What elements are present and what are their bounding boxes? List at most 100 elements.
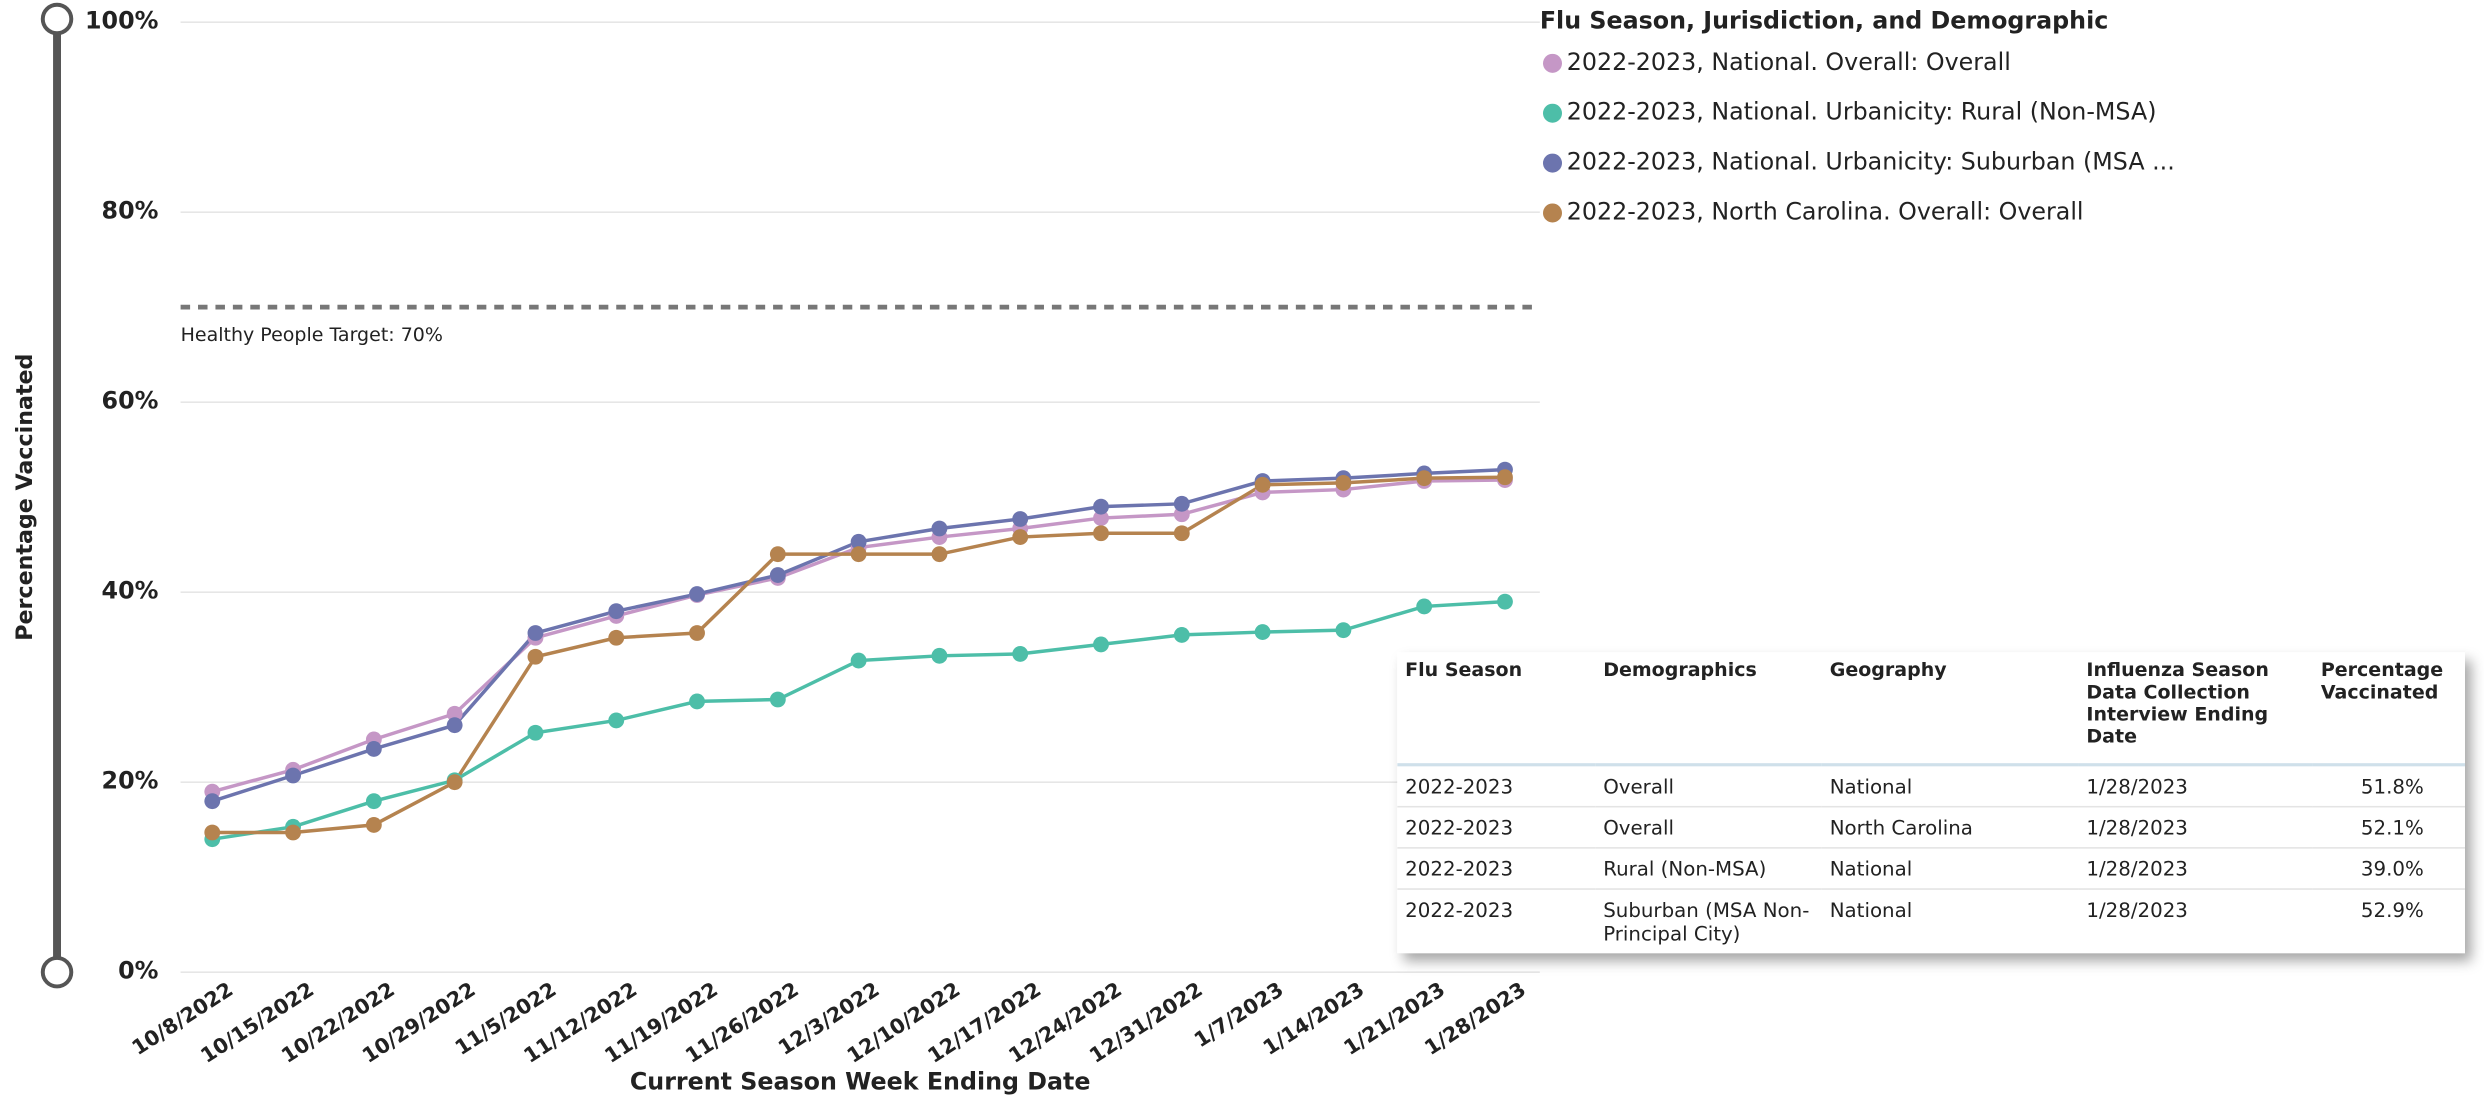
data-point — [1335, 475, 1352, 491]
table-cell: 2022-2023 — [1397, 847, 1596, 890]
table-cell: Suburban (MSA Non-Principal City) — [1595, 889, 1822, 954]
legend-title: Flu Season, Jurisdiction, and Demographi… — [1540, 7, 2109, 35]
x-axis-label: Current Season Week Ending Date — [630, 1068, 1091, 1096]
legend-label: 2022-2023, National. Urbanicity: Rural (… — [1567, 98, 2157, 126]
data-point — [365, 793, 382, 810]
data-point — [931, 647, 948, 664]
data-point — [850, 546, 867, 563]
table-cell: 2022-2023 — [1397, 806, 1596, 849]
data-point — [608, 629, 625, 646]
column-header: Influenza Season Data Collection Intervi… — [2078, 652, 2313, 767]
table-row: 2022-2023 Rural (Non-MSA) National 1/28/202… — [1397, 847, 2465, 890]
table-container: Flu Season Demographics Geography Influenza… — [1397, 652, 2465, 954]
data-point — [1416, 470, 1433, 487]
slider-handle[interactable] — [40, 2, 74, 36]
table-cell: 1/28/2023 — [2078, 764, 2313, 808]
data-point — [527, 724, 544, 741]
data-point — [1173, 525, 1190, 542]
table-cell: 52.1% — [2312, 806, 2465, 849]
column-header: Demographics — [1595, 652, 1822, 767]
data-point — [204, 824, 221, 841]
data-point — [1093, 510, 1109, 526]
column-header: Percentage Vaccinated — [2312, 652, 2465, 767]
y-tick-label: 20% — [102, 767, 159, 795]
data-point — [446, 705, 463, 722]
table-body: 2022-2023 Overall National 1/28/2023 51.8% 20… — [1397, 764, 2465, 954]
table-cell: 1/28/2023 — [2078, 889, 2313, 954]
y-tick-label: 0% — [118, 957, 159, 985]
data-point — [689, 625, 705, 641]
data-point — [850, 533, 867, 550]
data-point — [769, 567, 786, 583]
column-header: Geography — [1821, 652, 2079, 767]
legend-marker — [1542, 53, 1563, 73]
table-cell: National — [1821, 847, 2079, 890]
table-cell: 2022-2023 — [1397, 889, 1596, 954]
series-line — [212, 599, 1506, 841]
table-cell: National — [1821, 889, 2079, 954]
target-label: Healthy People Target: 70% — [181, 324, 443, 346]
legend-marker — [1542, 103, 1563, 123]
series-line — [211, 478, 1505, 794]
legend-marker — [1542, 153, 1563, 173]
table-row: 2022-2023 Suburban (MSA Non-Principal Cit… — [1397, 889, 2465, 954]
table-cell: 51.8% — [2312, 764, 2465, 808]
data-point — [1093, 525, 1109, 542]
table-row: 2022-2023 Overall National 1/28/2023 51.8% — [1397, 764, 2465, 808]
y-axis-label: Percentage Vaccinated — [12, 354, 38, 641]
data-point — [608, 603, 625, 620]
data-point — [1012, 511, 1029, 527]
data-point — [608, 712, 625, 729]
slider-handle[interactable] — [40, 955, 74, 989]
table-cell: Overall — [1595, 764, 1822, 808]
table-wrap: Flu Season Demographics Geography Influenza… — [1397, 652, 2465, 954]
y-tick-label: 40% — [102, 577, 159, 605]
table-cell: 1/28/2023 — [2078, 806, 2313, 849]
data-point — [850, 652, 867, 669]
data-point — [1093, 498, 1109, 515]
table-cell: Rural (Non-MSA) — [1595, 847, 1822, 890]
data-point — [204, 793, 221, 810]
data-point — [689, 693, 705, 710]
data-point — [365, 817, 382, 833]
data-point — [527, 625, 544, 641]
data-point — [527, 648, 544, 665]
legend-label: 2022-2023, National. Urbanicity: Suburba… — [1567, 148, 2175, 176]
series-line — [211, 467, 1506, 803]
data-table: Flu Season Demographics Geography Influenza… — [1397, 652, 2465, 954]
y-tick-label: 80% — [102, 197, 159, 225]
data-point — [1416, 598, 1433, 615]
table-cell: North Carolina — [1821, 806, 2079, 849]
data-point — [931, 546, 948, 563]
data-point — [446, 717, 463, 734]
data-point — [1497, 469, 1513, 486]
data-point — [769, 691, 786, 708]
legend-marker — [1542, 203, 1563, 223]
legend-label: 2022-2023, North Carolina. Overall: Over… — [1567, 197, 2084, 225]
data-point — [1335, 622, 1352, 639]
data-point — [1093, 636, 1109, 653]
data-point — [931, 520, 948, 537]
data-point — [285, 824, 301, 841]
data-point — [1497, 593, 1513, 610]
data-point — [285, 767, 301, 784]
table-cell: 52.9% — [2312, 889, 2465, 954]
data-point — [1012, 646, 1029, 662]
table-cell: National — [1821, 764, 2079, 808]
data-point — [1254, 476, 1271, 493]
data-point — [769, 546, 786, 563]
table-row: 2022-2023 Overall North Carolina 1/28/2023 5… — [1397, 806, 2465, 849]
data-point — [1173, 627, 1190, 643]
table-cell: 1/28/2023 — [2078, 847, 2313, 890]
column-header: Flu Season — [1397, 652, 1596, 767]
data-point — [365, 741, 382, 757]
table-cell: 39.0% — [2312, 847, 2465, 890]
data-point — [1012, 529, 1029, 545]
legend-label: 2022-2023, National. Overall: Overall — [1567, 48, 2011, 76]
table-cell: 2022-2023 — [1397, 764, 1596, 808]
data-point — [446, 774, 463, 791]
y-tick-label: 100% — [85, 7, 159, 35]
data-point — [689, 586, 705, 602]
header-row: Flu Season Demographics Geography Influenza… — [1397, 652, 2465, 767]
